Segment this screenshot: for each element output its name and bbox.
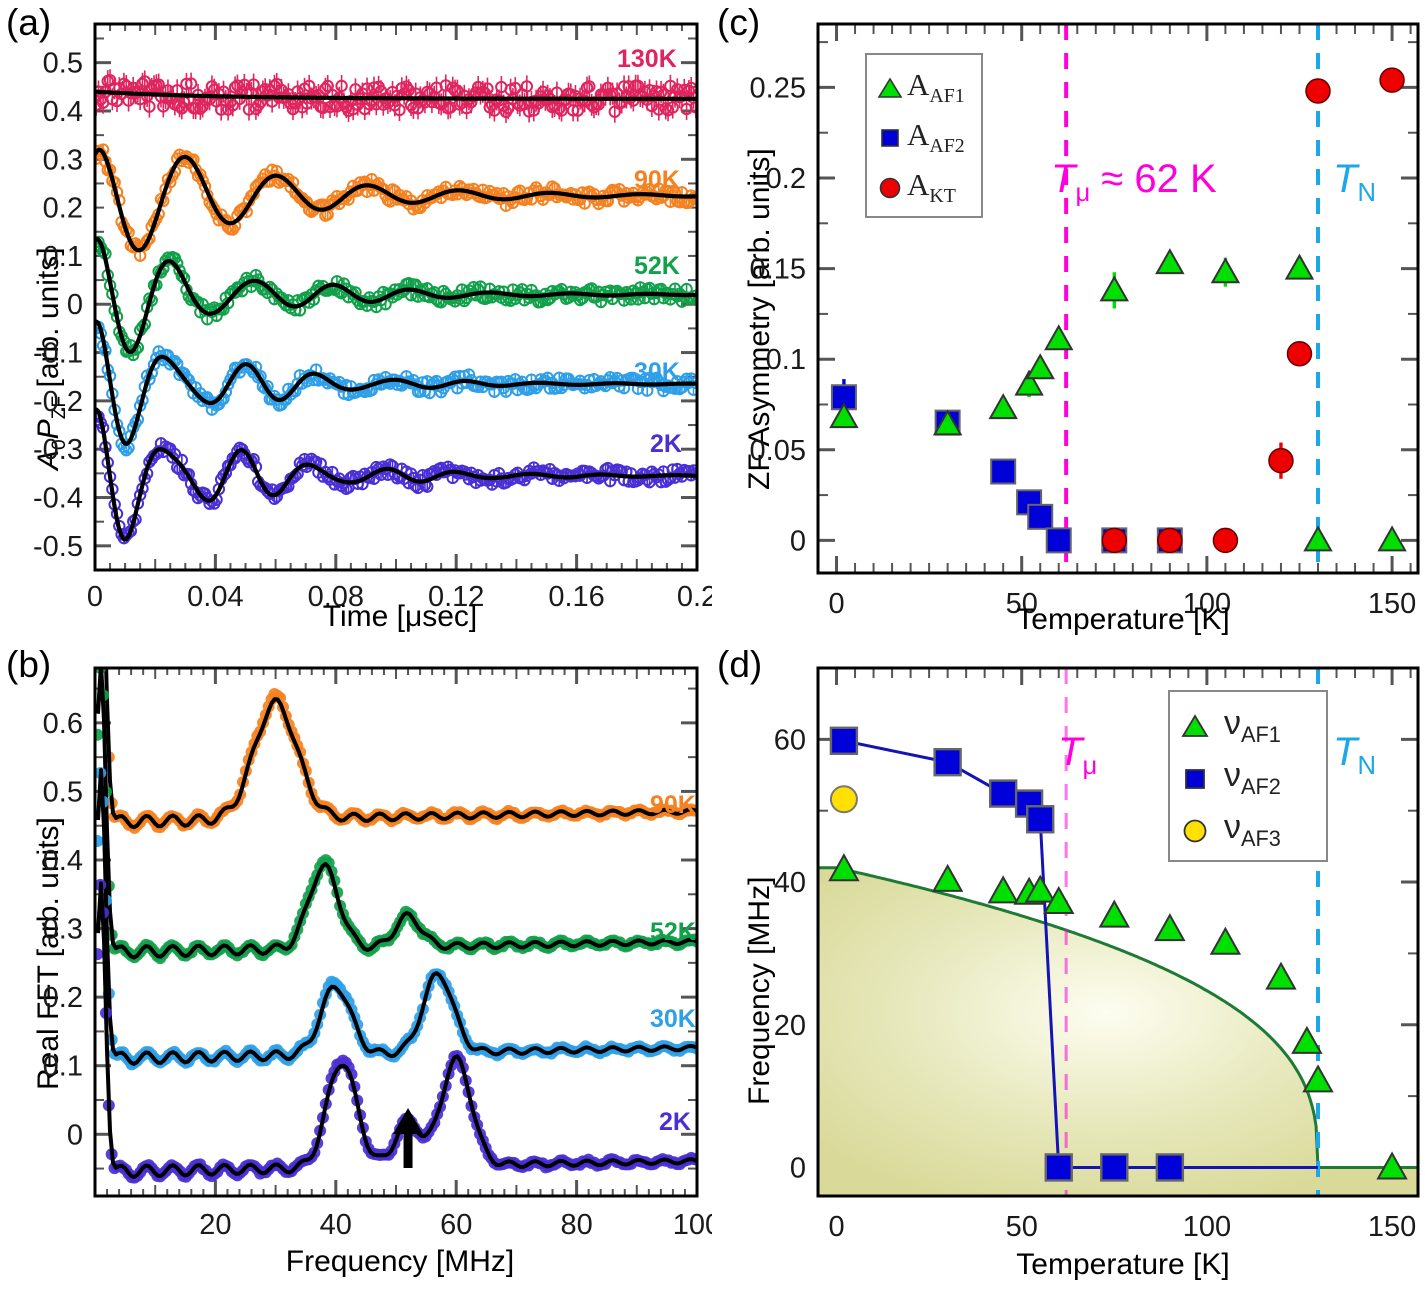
legend-item-A-AF2: AAF2 bbox=[873, 113, 975, 163]
panel-a-label-52K: 52K bbox=[634, 252, 680, 280]
svg-text:0.1: 0.1 bbox=[766, 344, 806, 376]
panel-b-label-90K: 90K bbox=[650, 791, 696, 819]
triangle-marker-icon bbox=[873, 76, 907, 100]
panel-a-letter: (a) bbox=[6, 2, 52, 43]
panel-d-letter: (d) bbox=[717, 644, 763, 685]
svg-text:60: 60 bbox=[774, 724, 806, 756]
legend-item-nu-AF1: νAF1 bbox=[1178, 700, 1318, 752]
panel-d-plot: 0 50 100 150 60 40 20 0 bbox=[774, 666, 1420, 1243]
legend-label-A-AF2: AAF2 bbox=[907, 117, 965, 158]
svg-text:0.16: 0.16 bbox=[548, 581, 604, 613]
svg-text:20: 20 bbox=[774, 1010, 806, 1042]
legend-label-A-AF1: AAF1 bbox=[907, 67, 965, 108]
legend-label-nu-AF3: νAF3 bbox=[1224, 808, 1281, 851]
svg-text:0.08: 0.08 bbox=[308, 581, 364, 613]
svg-text:0.04: 0.04 bbox=[187, 581, 243, 613]
panel-a-label-130K: 130K bbox=[617, 45, 677, 73]
svg-text:0: 0 bbox=[790, 1152, 806, 1184]
panel-b-letter: (b) bbox=[6, 644, 52, 685]
panel-c-letter: (c) bbox=[717, 2, 761, 43]
svg-text:-0.1: -0.1 bbox=[33, 338, 83, 370]
svg-text:0.15: 0.15 bbox=[750, 254, 806, 286]
svg-text:100: 100 bbox=[1183, 1211, 1231, 1243]
svg-text:0.1: 0.1 bbox=[43, 1051, 83, 1083]
svg-text:0: 0 bbox=[67, 1119, 83, 1151]
panel-b-plot: 20 40 60 80 100 0.6 0.5 0.4 0.3 0.2 0.1 0 bbox=[43, 666, 712, 1241]
panel-b: (b) Real FFT [arb. units] 204060801000.6… bbox=[0, 640, 712, 1291]
legend-item-A-KT: AKT bbox=[873, 163, 975, 213]
svg-text:-0.3: -0.3 bbox=[33, 434, 83, 466]
panel-a-plot: 0 0.04 0.08 0.12 0.16 0.2 0.5 0.4 0.3 0.2 0.1 0 -0.1… bbox=[33, 22, 712, 613]
legend-label-A-KT: AKT bbox=[907, 167, 956, 208]
svg-text:40: 40 bbox=[320, 1209, 352, 1241]
panel-b-label-30K: 30K bbox=[650, 1005, 696, 1033]
panel-d-x-axis-label: Temperature [K] bbox=[1016, 1248, 1230, 1281]
legend-item-nu-AF3: νAF3 bbox=[1178, 804, 1318, 856]
svg-text:0.12: 0.12 bbox=[428, 581, 484, 613]
panel-a-x-axis-label: Time [μsec] bbox=[322, 600, 478, 633]
svg-text:0: 0 bbox=[790, 525, 806, 557]
svg-text:-0.2: -0.2 bbox=[33, 386, 83, 418]
panel-d-tn-label: TN bbox=[1333, 730, 1376, 780]
svg-text:0: 0 bbox=[67, 289, 83, 321]
panel-d-legend: νAF1 νAF2 νAF3 bbox=[1168, 690, 1328, 862]
circle-marker-icon bbox=[1178, 817, 1212, 843]
svg-text:-0.5: -0.5 bbox=[33, 531, 83, 563]
triangle-marker-icon bbox=[1178, 713, 1212, 739]
svg-text:0.5: 0.5 bbox=[43, 48, 83, 80]
peak-marker-arrow bbox=[393, 1108, 424, 1168]
panel-a-label-2K: 2K bbox=[650, 430, 682, 458]
panel-c-plot: 0 50 100 150 0.25 0.2 0.15 0.1 0.05 0 bbox=[750, 22, 1420, 620]
svg-text:100: 100 bbox=[1183, 588, 1231, 620]
svg-text:0.3: 0.3 bbox=[43, 144, 83, 176]
svg-text:0: 0 bbox=[87, 581, 103, 613]
svg-text:0.6: 0.6 bbox=[43, 708, 83, 740]
panel-c-tn-label: TN bbox=[1333, 157, 1376, 207]
panel-b-label-52K: 52K bbox=[650, 918, 696, 946]
panel-d: (d) Frequency [MHz] 0 50 100 150 60 40 20 0 νAF… bbox=[713, 640, 1425, 1291]
panel-b-label-2K: 2K bbox=[659, 1108, 691, 1136]
svg-text:100: 100 bbox=[673, 1209, 712, 1241]
svg-text:0.2: 0.2 bbox=[43, 193, 83, 225]
panel-c-tmu-label: Tμ ≈ 62 K bbox=[1051, 157, 1217, 207]
svg-text:-0.4: -0.4 bbox=[33, 483, 83, 515]
svg-text:0.4: 0.4 bbox=[43, 845, 83, 877]
svg-text:60: 60 bbox=[440, 1209, 472, 1241]
svg-text:0.3: 0.3 bbox=[43, 914, 83, 946]
svg-text:20: 20 bbox=[199, 1209, 231, 1241]
panel-c-x-axis-label: Temperature [K] bbox=[1016, 603, 1230, 636]
svg-text:40: 40 bbox=[774, 867, 806, 899]
svg-text:0: 0 bbox=[828, 1211, 844, 1243]
svg-text:150: 150 bbox=[1368, 1211, 1416, 1243]
circle-marker-icon bbox=[873, 176, 907, 200]
svg-text:0: 0 bbox=[828, 588, 844, 620]
svg-text:80: 80 bbox=[560, 1209, 592, 1241]
svg-text:0.25: 0.25 bbox=[750, 72, 806, 104]
square-marker-icon bbox=[873, 126, 907, 150]
panel-a-label-30K: 30K bbox=[634, 358, 680, 386]
svg-text:0.4: 0.4 bbox=[43, 96, 83, 128]
svg-text:0.2: 0.2 bbox=[43, 982, 83, 1014]
panel-d-tmu-label: Tμ bbox=[1058, 730, 1098, 780]
legend-label-nu-AF1: νAF1 bbox=[1224, 704, 1281, 747]
svg-text:50: 50 bbox=[1006, 1211, 1038, 1243]
square-marker-icon bbox=[1178, 765, 1212, 791]
panel-c: (c) ZF Asymmetry [arb. units] 0 50 100 150 0… bbox=[713, 0, 1425, 640]
svg-text:0.5: 0.5 bbox=[43, 776, 83, 808]
svg-text:150: 150 bbox=[1368, 588, 1416, 620]
svg-text:0.2: 0.2 bbox=[766, 163, 806, 195]
svg-text:0.1: 0.1 bbox=[43, 241, 83, 273]
svg-text:0.2: 0.2 bbox=[677, 581, 712, 613]
svg-text:0.05: 0.05 bbox=[750, 435, 806, 467]
panel-b-x-axis-label: Frequency [MHz] bbox=[285, 1245, 515, 1278]
panel-c-legend: AAF1 AAF2 AKT bbox=[865, 53, 983, 218]
panel-a: (a) A0PZF [arb. units] 0 0.04 0.08 0.12 0.16… bbox=[0, 0, 712, 640]
legend-item-A-AF1: AAF1 bbox=[873, 63, 975, 113]
svg-text:50: 50 bbox=[1006, 588, 1038, 620]
legend-item-nu-AF2: νAF2 bbox=[1178, 752, 1318, 804]
panel-a-label-90K: 90K bbox=[634, 166, 680, 194]
legend-label-nu-AF2: νAF2 bbox=[1224, 756, 1281, 799]
